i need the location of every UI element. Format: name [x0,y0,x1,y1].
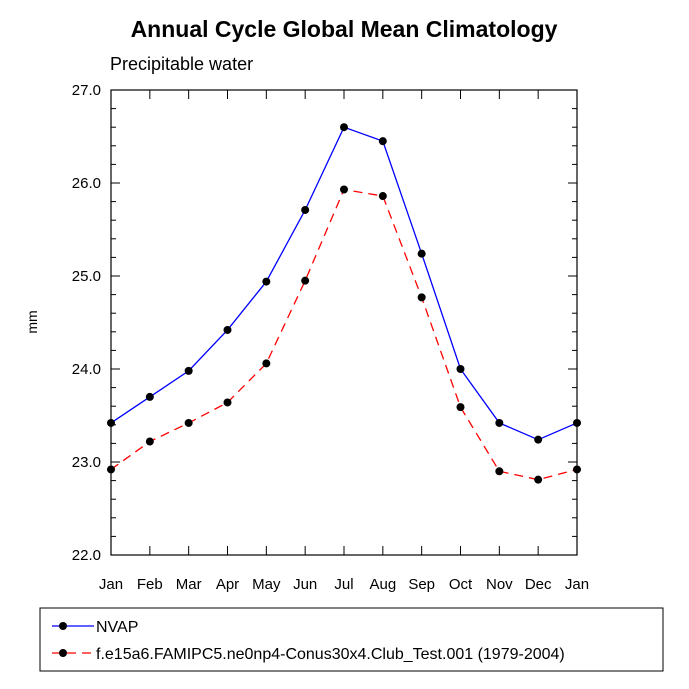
chart-subtitle: Precipitable water [110,54,253,74]
series-2-point [378,192,387,201]
series-2-point [184,418,193,427]
chart-title: Annual Cycle Global Mean Climatology [131,16,558,42]
x-tick-label: Apr [216,576,239,593]
x-tick-label: Dec [525,576,552,593]
series-layer [107,123,581,484]
series-1-point [107,418,115,427]
series-1-point [145,392,154,401]
series-1-point [262,277,271,286]
series-2-point [456,403,465,412]
x-tick-label: Nov [486,576,513,593]
series-2-point [107,465,115,474]
series-2-point [223,398,232,407]
series-2-point [145,437,154,446]
legend-marker-1 [59,622,67,630]
series-1-point [417,249,426,258]
axes: 22.0 23.0 24.0 25.0 26.0 27.0 Jan Feb Mar Apr May J… [72,82,589,593]
x-tick-label: Jun [293,576,317,593]
series-1-point [340,123,348,132]
series-2-point [262,359,271,368]
series-1-point [184,366,193,375]
x-tick-label: Jan [99,576,123,593]
series-1-point [456,365,465,373]
series-1-point [534,435,543,444]
x-tick-label: Mar [176,576,202,593]
series-line-1 [110,126,578,441]
legend-box [39,607,664,672]
y-tick-label: 24.0 [72,361,101,378]
series-1-point [301,205,310,214]
series-2-point [573,465,581,474]
series-2-point [340,185,348,194]
x-tick-label: Aug [369,576,396,593]
y-tick-label: 23.0 [72,454,101,471]
x-tick-label: May [252,576,281,593]
y-tick-label: 22.0 [72,547,101,564]
x-tick-label: Feb [137,576,163,593]
legend-label-1: NVAP [96,619,138,636]
x-tick-label: Oct [449,576,473,593]
x-tick-label: Jan [565,576,589,593]
series-2-point [301,276,310,285]
y-tick-label: 25.0 [72,268,101,285]
x-tick-label: Sep [408,576,435,593]
series-2-point [534,475,543,484]
x-tick-label: Jul [334,576,353,593]
series-2-point [495,467,504,476]
series-2-point [417,293,426,302]
legend-marker-2 [59,649,67,657]
y-tick-label: 27.0 [72,82,101,99]
series-1-point [573,418,581,427]
legend: NVAP f.e15a6.FAMIPC5.ne0np4-Conus30x4.Clu… [39,607,664,672]
y-tick-label: 26.0 [72,175,101,192]
series-1-point [223,325,232,334]
series-1-point [378,137,387,146]
series-1-point [495,418,504,427]
y-axis-label: mm [24,310,40,333]
series-line-2 [110,188,578,481]
plot-frame [110,89,578,556]
legend-label-2: f.e15a6.FAMIPC5.ne0np4-Conus30x4.Club_Te… [96,646,565,663]
